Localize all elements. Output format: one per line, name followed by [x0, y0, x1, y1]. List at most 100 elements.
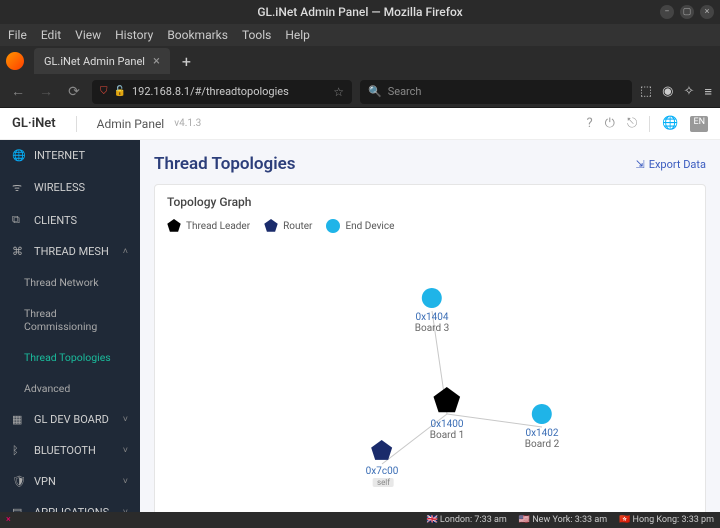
forward-button[interactable]: → [36, 83, 56, 100]
sidebar-item-applications[interactable]: ▤APPLICATIONS˅ [0, 497, 140, 512]
logout-icon[interactable]: ⎋ [627, 116, 637, 132]
statusbar: ×🇬🇧 London: 7:33 am🇺🇸 New York: 3:33 am🇭… [0, 512, 720, 528]
header-icons: ? ⏻ ⎋ 🌐 EN [587, 116, 708, 132]
globe-icon: 🌐 [12, 149, 26, 162]
sidebar-item-thread-mesh[interactable]: ⌘ THREAD MESH ˄ [0, 236, 140, 267]
app-root: GL·iNet Admin Panel v4.1.3 ? ⏻ ⎋ 🌐 EN 🌐 I… [0, 108, 720, 512]
export-label: Export Data [649, 158, 706, 171]
tab-title: GL.iNet Admin Panel [44, 55, 145, 68]
graph-node-0x1404[interactable]: 0x1404Board 3 [415, 288, 449, 334]
tab-close-icon[interactable]: × [153, 54, 160, 69]
browser-tab[interactable]: GL.iNet Admin Panel × [34, 48, 170, 74]
download-icon[interactable]: ⬚ [640, 84, 652, 100]
firefox-icon [6, 52, 24, 70]
status-close-icon[interactable]: × [6, 515, 11, 525]
topology-card: Topology Graph Thread LeaderRouterEnd De… [154, 184, 706, 512]
divider [76, 116, 77, 132]
graph-node-0x1400[interactable]: 0x1400Board 1 [430, 387, 464, 441]
node-id: 0x1402 [525, 428, 558, 439]
url-field[interactable]: ⛉ 🔓 192.168.8.1/#/threadtopologies ☆ [92, 80, 352, 104]
node-label: Board 2 [525, 439, 559, 450]
node-id: 0x1404 [415, 312, 448, 323]
chevron-up-icon: ˄ [123, 246, 128, 257]
account-icon[interactable]: ◉ [662, 84, 673, 100]
menu-view[interactable]: View [75, 28, 101, 42]
mesh-icon: ⌘ [12, 245, 26, 258]
search-placeholder: Search [388, 85, 422, 98]
sidebar-item-label: GL DEV BOARD [34, 413, 109, 426]
graph-node-0x1402[interactable]: 0x1402Board 2 [525, 404, 559, 450]
legend-label: End Device [345, 221, 394, 232]
main-content: Thread Topologies ⇲ Export Data Topology… [140, 140, 720, 512]
sidebar: 🌐 INTERNET ᯤWIRELESS⧉CLIENTS ⌘ THREAD MESH ˄ T… [0, 140, 140, 512]
circle-icon [532, 404, 552, 424]
close-button[interactable]: × [700, 5, 714, 19]
search-icon: 🔍 [368, 85, 382, 98]
legend: Thread Leader Router End Device [167, 219, 693, 233]
sidebar-item-wireless[interactable]: ᯤWIRELESS [0, 171, 140, 204]
topology-graph: 0x1400Board 10x1404Board 30x1402Board 20… [167, 239, 693, 509]
insecure-lock-icon: 🔓 [114, 86, 126, 97]
sidebar-item-label: VPN [34, 475, 56, 488]
new-tab-button[interactable]: + [174, 52, 199, 71]
chevron-down-icon: ˅ [123, 507, 128, 512]
back-button[interactable]: ← [8, 83, 28, 100]
hamburger-icon[interactable]: ≡ [704, 84, 712, 100]
sidebar-item-internet[interactable]: 🌐 INTERNET [0, 140, 140, 171]
node-label: self [370, 477, 394, 488]
reload-button[interactable]: ⟳ [64, 84, 84, 100]
language-badge[interactable]: EN [690, 116, 708, 132]
sidebar-subitem-thread-topologies[interactable]: Thread Topologies [0, 342, 140, 373]
flag-icon: 🇬🇧 [426, 515, 437, 525]
search-field[interactable]: 🔍 Search [360, 80, 632, 104]
sidebar-item-label: BLUETOOTH [34, 444, 96, 457]
menu-history[interactable]: History [115, 28, 153, 42]
sidebar-item-bluetooth[interactable]: ᛒBLUETOOTH˅ [0, 435, 140, 466]
graph-node-0x7c00[interactable]: 0x7c00self [366, 440, 399, 488]
toolbar-icons: ⬚ ◉ ✧ ≡ [640, 84, 712, 100]
vpn-icon: 🛡 [12, 475, 26, 488]
sidebar-item-label: THREAD MESH [34, 245, 109, 258]
panel-name: Admin Panel [97, 117, 165, 131]
sidebar-subitem-thread-network[interactable]: Thread Network [0, 267, 140, 298]
globe-icon[interactable]: 🌐 [662, 116, 678, 132]
window-controls: − ▢ × [660, 5, 714, 19]
menu-bookmarks[interactable]: Bookmarks [167, 28, 228, 42]
minimize-button[interactable]: − [660, 5, 674, 19]
menu-tools[interactable]: Tools [242, 28, 271, 42]
page-title-row: Thread Topologies ⇲ Export Data [154, 154, 706, 174]
app-header: GL·iNet Admin Panel v4.1.3 ? ⏻ ⎋ 🌐 EN [0, 108, 720, 140]
window-title: GL.iNet Admin Panel — Mozilla Firefox [257, 5, 462, 19]
sidebar-item-vpn[interactable]: 🛡VPN˅ [0, 466, 140, 497]
status-clock-gb: 🇬🇧 London: 7:33 am [426, 515, 506, 525]
export-icon: ⇲ [636, 158, 645, 171]
node-label: Board 3 [415, 323, 449, 334]
page-title: Thread Topologies [154, 154, 296, 174]
legend-item-thread-leader: Thread Leader [167, 219, 250, 233]
reboot-icon[interactable]: ⏻ [605, 116, 615, 132]
window-titlebar: GL.iNet Admin Panel — Mozilla Firefox − … [0, 0, 720, 24]
help-icon[interactable]: ? [587, 116, 593, 132]
menu-file[interactable]: File [8, 28, 27, 42]
extensions-icon[interactable]: ✧ [684, 84, 695, 100]
sidebar-item-clients[interactable]: ⧉CLIENTS [0, 204, 140, 236]
circle-icon [422, 288, 442, 308]
version-label: v4.1.3 [174, 118, 201, 129]
wifi-icon: ᯤ [12, 180, 26, 195]
menu-help[interactable]: Help [285, 28, 310, 42]
maximize-button[interactable]: ▢ [680, 5, 694, 19]
export-data-link[interactable]: ⇲ Export Data [636, 158, 707, 171]
status-clock-hk: 🇭🇰 Hong Kong: 3:33 pm [619, 515, 714, 525]
sidebar-item-label: INTERNET [34, 149, 85, 162]
bookmark-star-icon[interactable]: ☆ [333, 85, 344, 99]
legend-item-end-device: End Device [326, 219, 394, 233]
legend-label: Router [283, 221, 312, 232]
sidebar-item-gl-dev-board[interactable]: ▦GL DEV BOARD˅ [0, 404, 140, 435]
sidebar-subitem-thread-commissioning[interactable]: Thread Commissioning [0, 298, 140, 342]
divider [649, 116, 650, 132]
sidebar-subitem-advanced[interactable]: Advanced [0, 373, 140, 404]
menu-edit[interactable]: Edit [41, 28, 61, 42]
browser-urlbar: ← → ⟳ ⛉ 🔓 192.168.8.1/#/threadtopologies… [0, 76, 720, 108]
sidebar-item-label: APPLICATIONS [34, 506, 109, 512]
url-text: 192.168.8.1/#/threadtopologies [132, 85, 289, 98]
